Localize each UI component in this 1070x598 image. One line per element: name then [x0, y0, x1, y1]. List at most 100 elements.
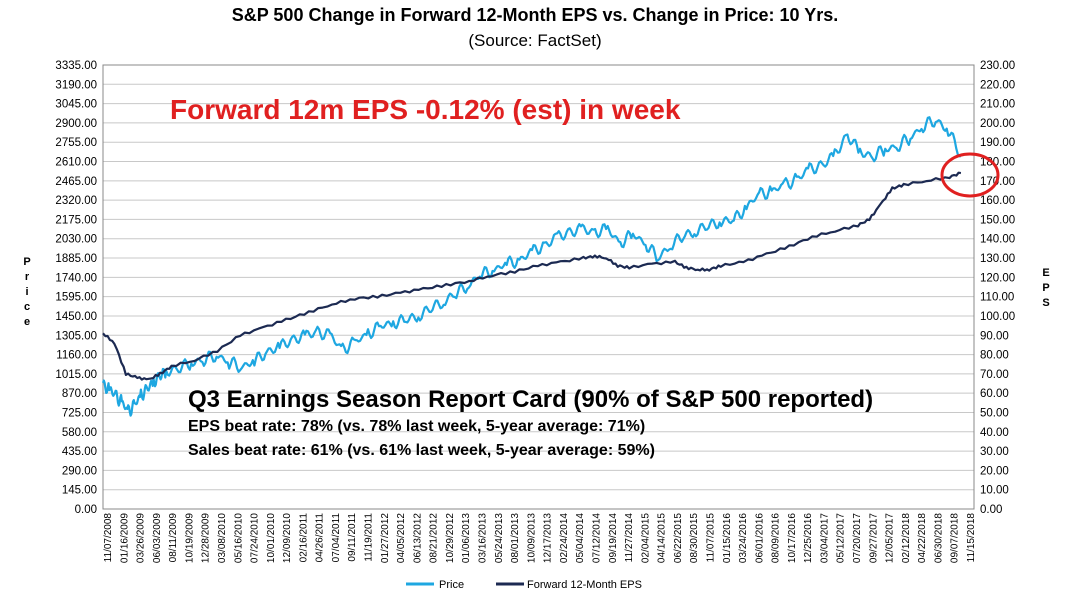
- x-tick-label: 03/24/2016: [738, 513, 749, 563]
- x-tick-label: 10/09/2013: [526, 513, 537, 563]
- x-tick-label: 08/21/2012: [429, 513, 440, 563]
- plot-frame: [102, 64, 975, 510]
- x-tick-label: 02/12/2018: [901, 513, 912, 563]
- x-tick-label: 11/27/2014: [624, 513, 635, 563]
- eps-series-line: [102, 171, 962, 381]
- left-tick-label: 2175.00: [55, 214, 97, 226]
- right-tick-label: 0.00: [980, 504, 1002, 516]
- x-tick-label: 08/01/2013: [510, 513, 521, 563]
- x-tick-label: 06/03/2009: [152, 513, 163, 563]
- x-axis-ticks: 11/07/2008 01/16/2009 03/26/2009 06/03/2009…: [103, 513, 977, 563]
- x-tick-label: 10/17/2016: [787, 513, 798, 563]
- left-tick-label: 870.00: [62, 388, 97, 400]
- x-tick-label: 11/19/2011: [364, 513, 375, 562]
- right-tick-label: 200.00: [980, 118, 1015, 130]
- eps-beat-rate: EPS beat rate: 78% (vs. 78% last week, 5…: [188, 418, 646, 435]
- x-tick-label: 07/24/2010: [250, 513, 261, 563]
- x-tick-label: 09/19/2014: [608, 513, 619, 563]
- x-tick-label: 04/26/2011: [315, 513, 326, 563]
- left-axis-ticks: 0.00 145.00 290.00 435.00 580.00 725.00 870.00…: [55, 60, 97, 516]
- right-tick-label: 100.00: [980, 311, 1015, 323]
- right-tick-label: 70.00: [980, 369, 1009, 381]
- x-tick-label: 07/12/2014: [591, 513, 602, 563]
- left-tick-label: 290.00: [62, 465, 97, 477]
- right-tick-label: 60.00: [980, 388, 1009, 400]
- x-tick-label: 07/04/2011: [331, 513, 342, 563]
- x-tick-label: 05/24/2013: [494, 513, 505, 563]
- right-tick-label: 40.00: [980, 427, 1009, 439]
- x-tick-label: 03/26/2009: [136, 513, 147, 563]
- x-tick-label: 06/22/2015: [673, 513, 684, 563]
- left-tick-label: 2900.00: [55, 118, 97, 130]
- left-tick-label: 1885.00: [55, 253, 97, 265]
- right-tick-label: 130.00: [980, 253, 1015, 265]
- x-tick-label: 12/28/2009: [201, 513, 212, 563]
- right-tick-label: 150.00: [980, 214, 1015, 226]
- right-axis-ticks: 0.00 10.00 20.00 30.00 40.00 50.00 60.00 70.00 8…: [980, 60, 1015, 516]
- report-card-title: Q3 Earnings Season Report Card (90% of S…: [188, 386, 874, 413]
- x-tick-label: 06/30/2018: [933, 513, 944, 563]
- right-tick-label: 120.00: [980, 272, 1015, 284]
- left-tick-label: 2610.00: [55, 157, 97, 169]
- legend-label-price: Price: [439, 579, 464, 591]
- chart-title: S&P 500 Change in Forward 12-Month EPS v…: [231, 5, 839, 25]
- x-tick-label: 09/27/2017: [868, 513, 879, 563]
- eps-headline: Forward 12m EPS -0.12% (est) in week: [170, 94, 681, 125]
- x-tick-label: 11/07/2008: [103, 513, 114, 563]
- x-tick-label: 11/15/2018: [966, 513, 977, 563]
- right-tick-label: 230.00: [980, 60, 1015, 72]
- right-tick-label: 190.00: [980, 137, 1015, 149]
- x-tick-label: 01/15/2016: [722, 513, 733, 563]
- right-tick-label: 30.00: [980, 446, 1009, 458]
- left-tick-label: 145.00: [62, 485, 97, 497]
- x-tick-label: 12/05/2017: [885, 513, 896, 563]
- x-tick-label: 08/09/2016: [771, 513, 782, 563]
- highlight-circle: [940, 152, 1000, 198]
- legend-label-eps: Forward 12-Month EPS: [527, 579, 642, 591]
- right-tick-label: 80.00: [980, 350, 1009, 362]
- x-tick-label: 10/19/2009: [184, 513, 195, 563]
- left-tick-label: 1305.00: [55, 330, 97, 342]
- x-tick-label: 12/17/2013: [543, 513, 554, 563]
- sales-beat-rate: Sales beat rate: 61% (vs. 61% last week,…: [188, 442, 655, 459]
- left-tick-label: 1160.00: [56, 350, 97, 362]
- left-tick-label: 1595.00: [55, 292, 97, 304]
- x-tick-label: 05/16/2010: [233, 513, 244, 563]
- x-tick-label: 06/01/2016: [754, 513, 765, 563]
- left-tick-label: 3045.00: [55, 99, 97, 111]
- right-tick-label: 50.00: [980, 407, 1009, 419]
- left-tick-label: 2755.00: [55, 137, 97, 149]
- x-tick-label: 08/11/2009: [168, 513, 179, 563]
- left-tick-label: 580.00: [62, 427, 97, 439]
- legend: Price Forward 12-Month EPS: [406, 579, 642, 591]
- right-tick-label: 20.00: [980, 465, 1009, 477]
- left-tick-label: 3190.00: [55, 79, 97, 91]
- x-tick-label: 10/01/2010: [266, 513, 277, 563]
- left-tick-label: 0.00: [75, 504, 97, 516]
- x-tick-label: 03/08/2010: [217, 513, 228, 563]
- left-tick-label: 3335.00: [55, 60, 97, 72]
- left-tick-label: 2030.00: [55, 234, 97, 246]
- x-tick-label: 05/12/2017: [836, 513, 847, 563]
- x-tick-label: 02/04/2015: [640, 513, 651, 563]
- price-series-line: [101, 116, 961, 417]
- x-tick-label: 03/04/2017: [819, 513, 830, 563]
- left-tick-label: 1450.00: [55, 311, 97, 323]
- series-lines: [101, 116, 1000, 417]
- x-tick-label: 04/22/2018: [917, 513, 928, 563]
- x-tick-label: 11/07/2015: [705, 513, 716, 563]
- x-tick-label: 09/07/2018: [950, 513, 961, 563]
- x-tick-label: 10/29/2012: [445, 513, 456, 563]
- right-tick-label: 10.00: [980, 485, 1009, 497]
- x-tick-label: 12/09/2010: [282, 513, 293, 563]
- x-tick-label: 09/11/2011: [347, 513, 358, 562]
- right-tick-label: 140.00: [980, 234, 1015, 246]
- right-tick-label: 110.00: [980, 292, 1014, 304]
- chart-subtitle: (Source: FactSet): [468, 31, 602, 50]
- left-tick-label: 435.00: [62, 446, 97, 458]
- right-tick-label: 160.00: [980, 195, 1015, 207]
- grid-lines: [103, 64, 974, 491]
- x-tick-label: 02/16/2011: [298, 513, 309, 563]
